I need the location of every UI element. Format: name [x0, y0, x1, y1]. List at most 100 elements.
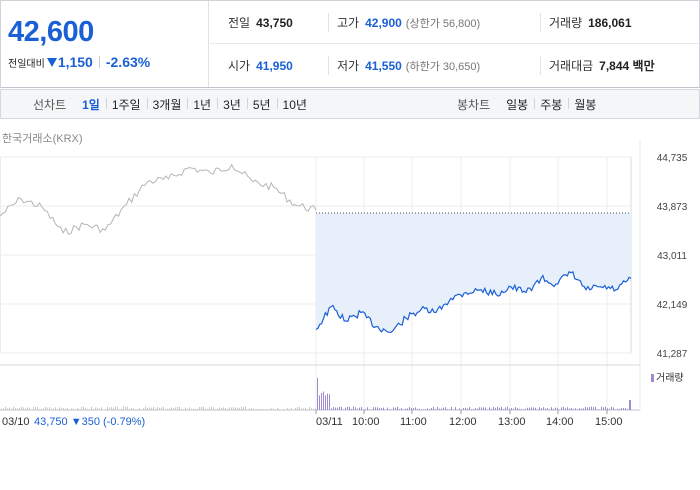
volume-bar [213, 407, 214, 410]
volume-bar [493, 406, 494, 410]
volume-bar [47, 407, 48, 410]
volume-bar [49, 407, 50, 410]
volume-bar [35, 407, 36, 410]
tab-monthly[interactable]: 월봉 [568, 96, 602, 113]
volume-bar [269, 408, 270, 410]
volume-bar [73, 408, 74, 410]
tab-3y[interactable]: 3년 [217, 96, 247, 113]
volume-bar [383, 407, 384, 410]
volume-bar [327, 393, 328, 410]
volume-bar [447, 409, 448, 410]
volume-bar [511, 407, 512, 410]
prev-day-label: 03/10 [2, 416, 30, 428]
volume-bar [219, 407, 220, 410]
volume-bar [525, 408, 526, 410]
tab-5y[interactable]: 5년 [246, 96, 277, 113]
candle-chart-title: 봉차트 [457, 97, 491, 112]
volume-bar [613, 407, 614, 410]
volume-bar [23, 407, 24, 410]
tab-1y[interactable]: 1년 [187, 96, 217, 113]
volume-bar [517, 407, 518, 410]
volume-bar [185, 407, 186, 410]
volume-bar [551, 407, 552, 410]
volume-bar [147, 408, 148, 410]
tab-3m[interactable]: 3개월 [146, 96, 188, 113]
volume-bar [255, 409, 256, 410]
stat-label: 전일 [228, 16, 251, 30]
stat-sub: (상한가 56,800) [405, 17, 481, 30]
stat-label: 거래대금 [549, 59, 594, 73]
volume-bar [281, 409, 282, 410]
volume-bar [53, 408, 54, 410]
stat-value: 186,061 [588, 15, 632, 30]
tab-daily[interactable]: 일봉 [506, 97, 529, 112]
line-chart-tabs: 선차트 1일 1주일 3개월 1년 3년 5년 10년 [33, 90, 313, 118]
y-tick-label: 43,873 [657, 202, 688, 213]
volume-bar [373, 407, 374, 410]
volume-bar [309, 406, 310, 410]
volume-bar [159, 407, 160, 410]
volume-bar [419, 408, 420, 410]
volume-bar [341, 406, 342, 410]
volume-bar [549, 409, 550, 410]
volume-bar [181, 409, 182, 410]
volume-bar [469, 406, 470, 410]
volume-bar [479, 407, 480, 410]
series-lines [0, 163, 632, 334]
volume-bar [259, 408, 260, 410]
y-tick-label: 42,149 [657, 300, 688, 311]
tab-10y[interactable]: 10년 [276, 96, 313, 113]
volume-bar [395, 407, 396, 410]
volume-bar [439, 408, 440, 410]
volume-bar [11, 408, 12, 410]
volume-bar [481, 407, 482, 410]
volume-bar [135, 409, 136, 410]
volume-bar [29, 407, 30, 410]
volume-bar [143, 408, 144, 410]
volume-bar [603, 407, 604, 410]
volume-bar [59, 407, 60, 410]
volume-bar [461, 409, 462, 410]
stat-high: 고가 42,900 (상한가 56,800) [337, 1, 480, 44]
volume-bar [367, 407, 368, 410]
volume-bar [385, 409, 386, 410]
y-tick-label: 41,287 [657, 349, 688, 360]
volume-bar [329, 394, 330, 410]
volume-bar [509, 408, 510, 410]
volume-bar [539, 407, 540, 410]
volume-bar [627, 408, 628, 410]
volume-bar [267, 409, 268, 410]
volume-bar [359, 407, 360, 410]
volume-bar [375, 407, 376, 410]
stat-low: 저가 41,550 (하한가 30,650) [337, 44, 480, 87]
volume-bar [389, 409, 390, 410]
volume-bar [191, 408, 192, 410]
x-tick-label: 14:00 [546, 416, 574, 428]
stat-trade-value: 거래대금 7,844 백만 [549, 44, 655, 87]
volume-bar [137, 408, 138, 410]
volume-bar [467, 408, 468, 410]
volume-bar [109, 407, 110, 410]
volume-bar [127, 406, 128, 410]
volume-bar [307, 409, 308, 410]
volume-bar [265, 409, 266, 410]
volume-bar [27, 407, 28, 410]
volume-bar [251, 408, 252, 410]
volume-bar [91, 406, 92, 410]
tab-1d[interactable]: 1일 [82, 97, 100, 112]
data-source: 한국거래소(KRX) [2, 133, 83, 145]
volume-bar [441, 408, 442, 410]
volume-bar [41, 408, 42, 410]
volume-bar [153, 406, 154, 410]
volume-bar [619, 408, 620, 410]
stat-value: 7,844 백만 [599, 59, 655, 73]
volume-bar [575, 408, 576, 410]
volume-bar [599, 409, 600, 410]
volume-bar [377, 407, 378, 410]
tab-weekly[interactable]: 주봉 [534, 96, 568, 113]
volume-bar [315, 408, 316, 410]
stat-label: 고가 [337, 16, 360, 30]
volume-bar [455, 407, 456, 410]
tab-1w[interactable]: 1주일 [105, 96, 147, 113]
volume-bar [123, 406, 124, 410]
